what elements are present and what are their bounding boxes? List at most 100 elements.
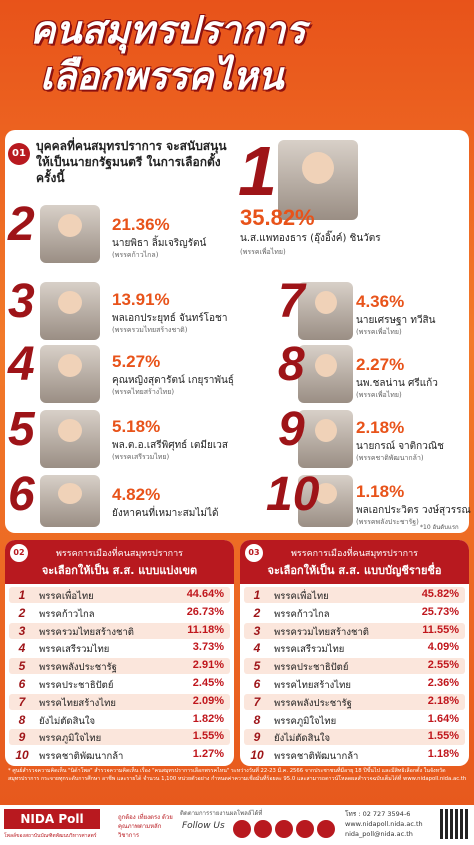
table-header (240, 540, 469, 584)
percent: 13.91% (112, 290, 170, 309)
table-title: พรรคการเมืองที่คนสมุทรปราการ (290, 549, 418, 559)
person-name: นายเศรษฐา ทวีสิน (356, 315, 436, 326)
party: (พรรคเพื่อไทย) (356, 391, 402, 399)
row-rank: 4 (253, 641, 261, 656)
row-rank: 10 (250, 748, 264, 763)
table-row (244, 693, 465, 710)
rank-number: 8 (278, 338, 305, 391)
row-percent: 2.55% (427, 659, 459, 672)
row-rank: 9 (18, 730, 26, 745)
photo (298, 410, 353, 468)
row-rank: 6 (253, 677, 261, 691)
row-rank: 4 (18, 641, 26, 656)
row-party: พรรคชาติพัฒนากล้า (39, 751, 124, 763)
row-party: ยังไม่ตัดสินใจ (39, 715, 96, 727)
row-percent: 44.64% (186, 588, 224, 600)
party: (พรรคเพื่อไทย) (240, 248, 286, 256)
photo (40, 475, 100, 527)
party: (พรรคพลังประชารัฐ) (356, 518, 419, 526)
footnote-text: * ศูนย์สำรวจความคิดเห็น "นิด้าโพล" สำรวจ… (8, 768, 446, 782)
row-party: พรรคพลังประชารัฐ (39, 662, 117, 674)
footnote-url: www.nidapoll.nida.ac.th (402, 775, 467, 782)
table-row (244, 587, 465, 603)
row-rank: 8 (18, 712, 26, 727)
table-row (244, 658, 465, 675)
row-party: พรรคไทยสร้างไทย (39, 697, 116, 709)
row-rank: 3 (18, 623, 26, 638)
row-percent: 2.09% (192, 694, 224, 707)
row-percent: 26.73% (186, 605, 224, 618)
row-rank: 1 (253, 588, 261, 602)
percent: 4.36% (356, 292, 405, 311)
photo (298, 475, 353, 527)
rank-number: 2 (8, 198, 35, 251)
photo (298, 282, 353, 340)
row-percent: 11.55% (422, 623, 459, 636)
row-percent: 4.09% (427, 641, 459, 654)
person-name: นพ.ชลน่าน ศรีแก้ว (356, 378, 438, 389)
title: คนสมุทรปราการ (30, 8, 306, 52)
table-row (244, 676, 465, 692)
rank-number: 3 (8, 275, 35, 328)
row-rank: 2 (18, 605, 26, 620)
rank-number: 6 (8, 468, 35, 521)
row-percent: 2.18% (427, 694, 459, 707)
table-row (9, 604, 230, 621)
person-name: ยังหาคนที่เหมาะสมไม่ได้ (112, 508, 219, 519)
row-party: พรรคเพื่อไทย (39, 591, 94, 602)
row-party: ยังไม่ตัดสินใจ (274, 733, 331, 745)
table-row (9, 693, 230, 710)
row-percent: 1.55% (192, 730, 224, 743)
table-title: พรรคการเมืองที่คนสมุทรปราการ (55, 549, 183, 559)
section-question: บุคคลที่คนสมุทรปราการ จะสนับสนุนให้เป็นน… (36, 139, 227, 185)
row-rank: 2 (253, 605, 261, 620)
table-row (9, 747, 230, 764)
row-percent: 1.27% (192, 748, 224, 761)
row-percent: 3.73% (192, 641, 224, 654)
row-percent: 11.18% (187, 623, 224, 636)
table-row (244, 747, 465, 764)
follow-caption: ติดตามการรายงานผลโพลล์ได้ที่ (180, 810, 263, 817)
table-row (9, 711, 230, 728)
logo: NIDA Poll (4, 809, 100, 829)
photo (40, 282, 100, 340)
table-row (9, 658, 230, 675)
row-percent: 2.91% (192, 659, 224, 672)
row-percent: 1.64% (427, 712, 459, 725)
row-party: พรรคก้าวไกล (274, 608, 330, 620)
row-party: พรรคชาติพัฒนากล้า (274, 751, 359, 763)
row-party: พรรคเพื่อไทย (274, 591, 329, 602)
row-percent: 1.55% (427, 730, 459, 743)
person-name: พลเอกประวิตร วงษ์สุวรรณ (356, 505, 471, 516)
table-title: จะเลือกให้เป็น ส.ส. แบบแบ่งเขต (41, 564, 198, 577)
party: (พรรคชาติพัฒนากล้า) (356, 454, 424, 462)
rank-number: 7 (278, 275, 305, 328)
title: เลือกพรรคไหน (40, 54, 284, 98)
row-party: พรรคเสรีรวมไทย (39, 644, 110, 656)
social-icons (233, 820, 335, 838)
photo (278, 140, 358, 220)
row-percent: 25.73% (421, 605, 459, 618)
photo (298, 345, 353, 403)
footnote: * ศูนย์สำรวจความคิดเห็น "นิด้าโพล" สำรวจ… (8, 768, 468, 783)
table-row (9, 729, 230, 746)
percent: 35.82% (240, 205, 315, 230)
person-name: นายพิธา ลิ้มเจริญรัตน์ (112, 238, 207, 249)
website: www.nidapoll.nida.ac.th (345, 820, 423, 828)
table-row (9, 587, 230, 603)
table-row (9, 676, 230, 692)
row-party: พรรคก้าวไกล (39, 608, 95, 620)
table-row (244, 640, 465, 657)
logo-tagline: โพลล์ของสถาบันบัณฑิตพัฒนบริหารศาสตร์ (4, 833, 97, 839)
row-party: พรรคภูมิใจไทย (39, 733, 102, 745)
photo (40, 345, 100, 403)
row-party: พรรคประชาธิปัตย์ (274, 662, 349, 674)
row-party: พรรคเสรีรวมไทย (274, 644, 345, 656)
party: (พรรคก้าวไกล) (112, 251, 159, 259)
row-rank: 7 (18, 694, 26, 709)
row-percent: 2.45% (192, 677, 224, 689)
table-title: จะเลือกให้เป็น ส.ส. แบบบัญชีรายชื่อ (267, 564, 442, 577)
section-number: 01 (8, 143, 30, 165)
row-party: พรรคพลังประชารัฐ (274, 697, 352, 709)
